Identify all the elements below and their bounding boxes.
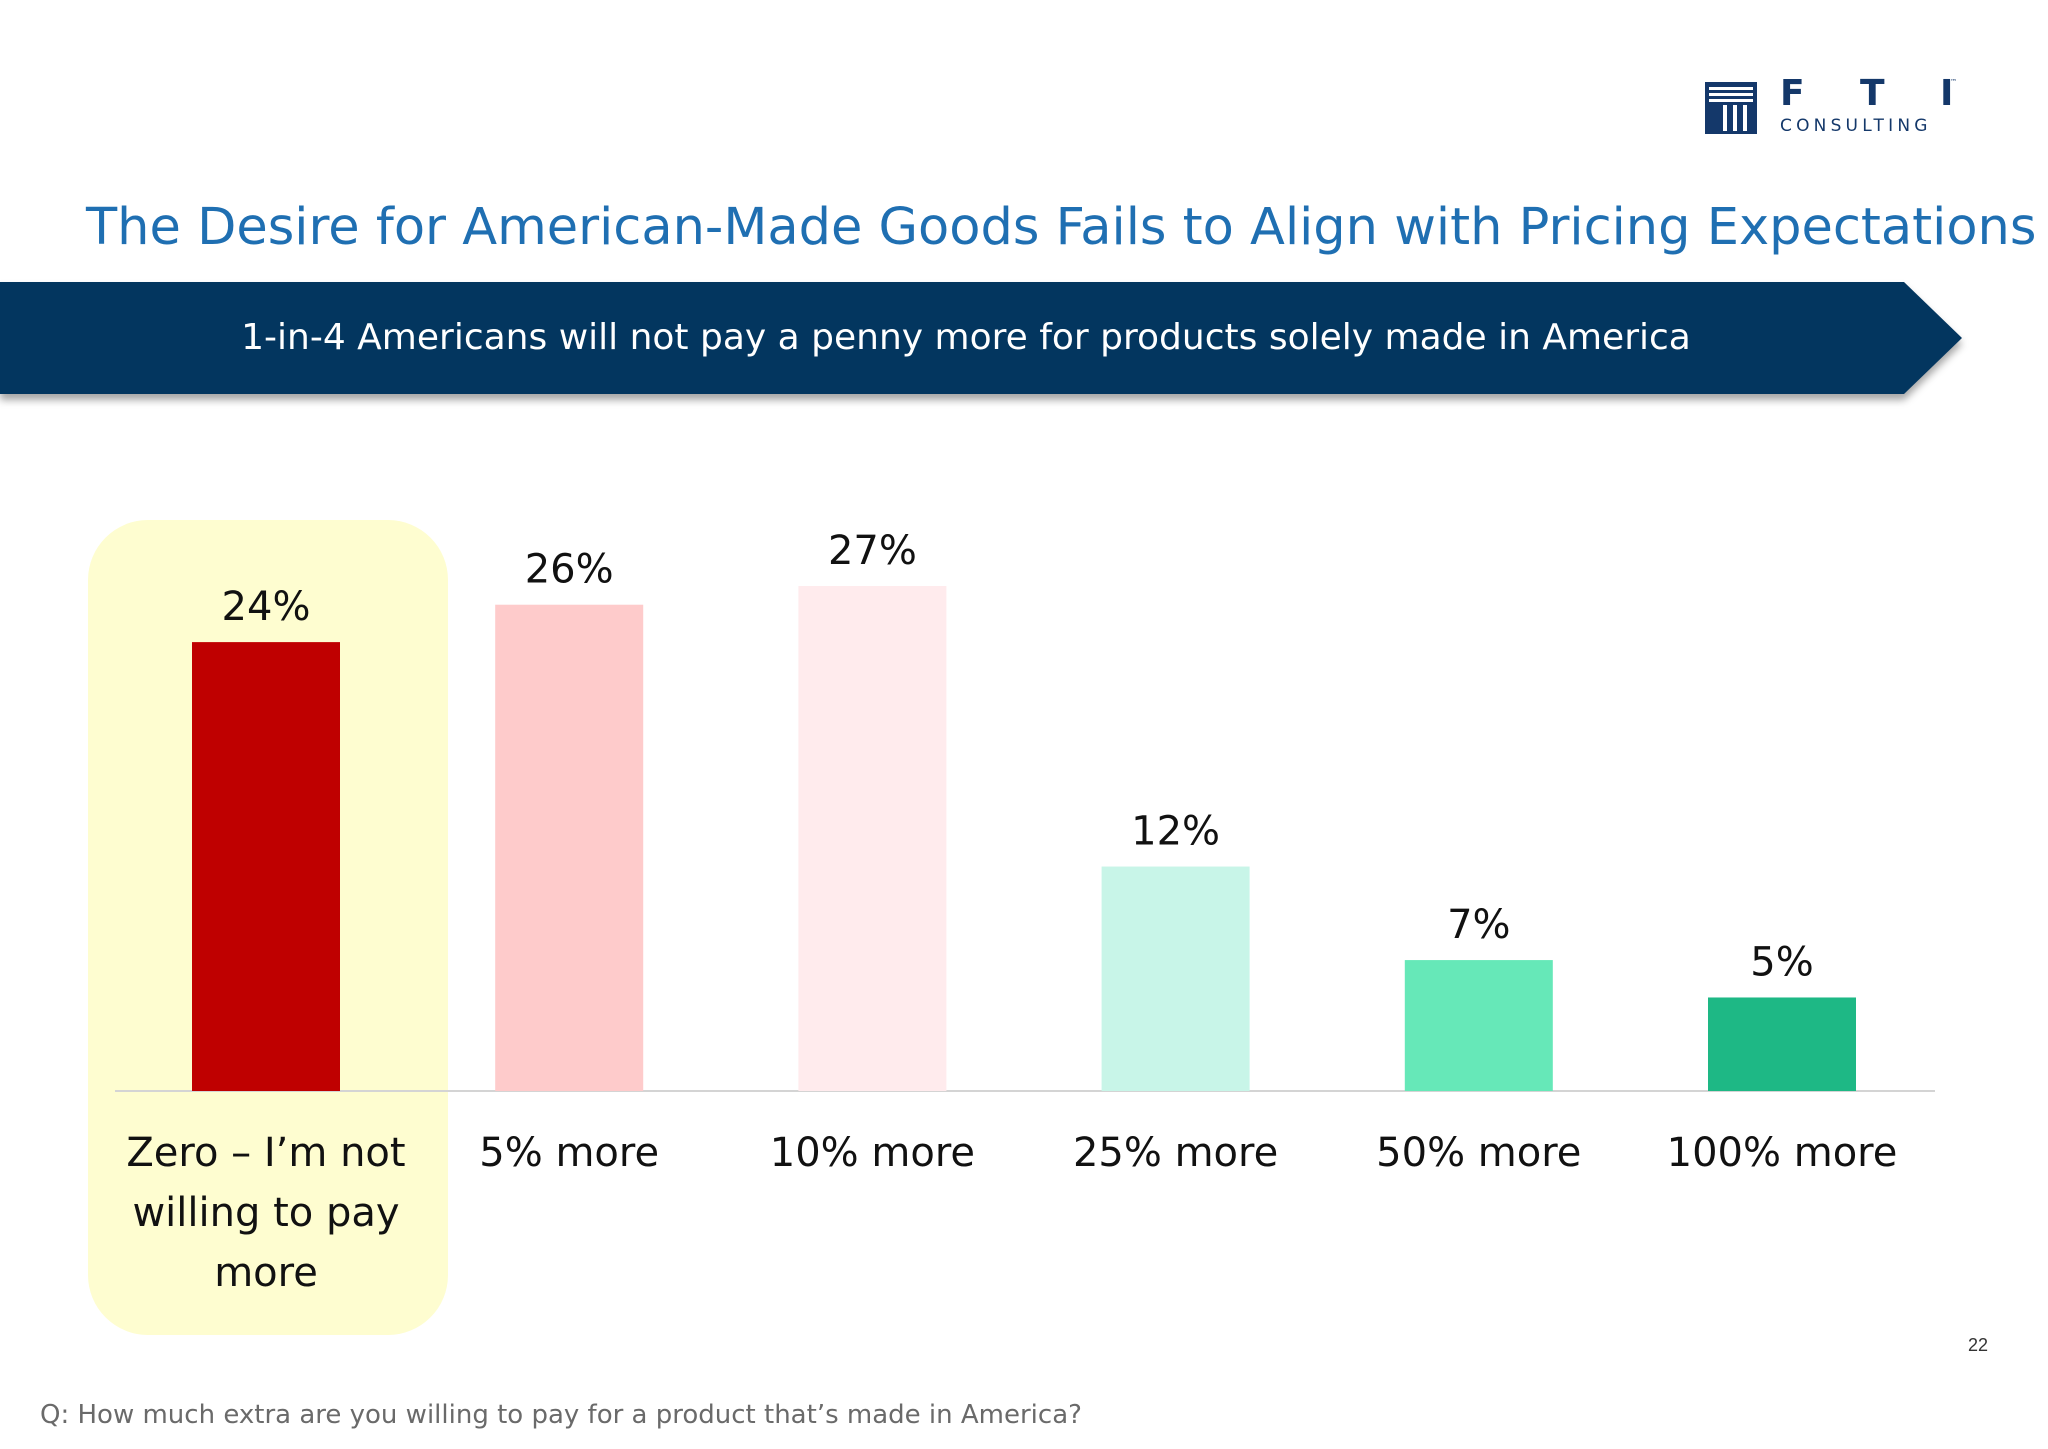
bar-5 <box>1708 997 1856 1091</box>
bar-group <box>192 586 1856 1091</box>
logo-subtitle: CONSULTING <box>1780 116 1932 136</box>
category-label-3: 25% more <box>1072 1130 1279 1176</box>
page-number: 22 <box>1967 1335 1988 1355</box>
footnote: Q: How much extra are you willing to pay… <box>40 1400 1082 1430</box>
bar-2 <box>798 586 947 1091</box>
category-label-2: 10% more <box>769 1130 975 1176</box>
logo-letters: F T I <box>1780 76 1970 112</box>
page-title: The Desire for American-Made Goods Fails… <box>86 198 2037 257</box>
building-columns-icon <box>1705 82 1757 134</box>
bar-0 <box>192 642 340 1091</box>
bar-4 <box>1404 960 1553 1091</box>
banner-arrow-shape <box>0 282 1962 394</box>
logo-letter-i: I <box>1940 73 1954 114</box>
bar-1 <box>495 604 644 1091</box>
value-label-2: 27% <box>828 528 917 574</box>
banner-text: 1-in-4 Americans will not pay a penny mo… <box>241 317 1691 358</box>
logo-letter-f: F <box>1780 73 1805 114</box>
headline-banner: 1-in-4 Americans will not pay a penny mo… <box>0 282 1962 394</box>
category-label-0: Zero – I’m not willing to pay more <box>126 1130 406 1296</box>
category-label-4: 50% more <box>1376 1130 1582 1176</box>
value-label-0: 24% <box>222 584 311 630</box>
bar-3 <box>1101 866 1250 1091</box>
value-label-3: 12% <box>1131 809 1220 855</box>
value-label-4: 7% <box>1447 902 1510 948</box>
logo-letter-t: T <box>1860 73 1885 114</box>
logo-trademark: ™ <box>1950 78 1957 86</box>
category-label-1: 5% more <box>479 1130 660 1176</box>
value-label-group: 24% 26% 27% 12% 7% 5% <box>222 528 1814 985</box>
fti-logo: F T I ™ CONSULTING <box>1700 74 1970 144</box>
value-label-1: 26% <box>525 547 614 593</box>
category-label-5: 100% more <box>1666 1130 1898 1176</box>
value-label-5: 5% <box>1750 939 1813 985</box>
